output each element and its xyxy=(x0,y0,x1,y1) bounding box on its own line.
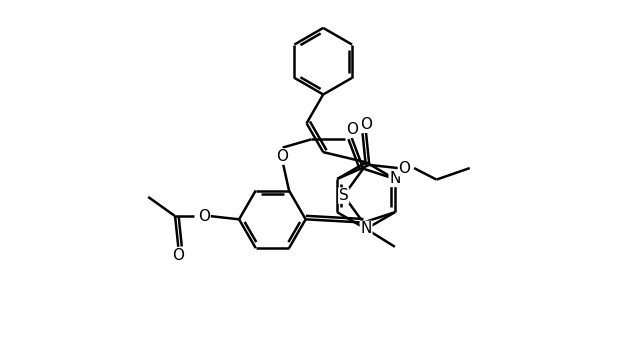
Text: O: O xyxy=(198,209,210,224)
Text: S: S xyxy=(339,188,349,203)
Text: O: O xyxy=(172,248,184,263)
Text: N: N xyxy=(389,171,401,186)
Text: N: N xyxy=(360,221,372,236)
Text: O: O xyxy=(346,122,358,137)
Text: O: O xyxy=(399,160,410,175)
Text: O: O xyxy=(276,149,289,164)
Text: O: O xyxy=(360,117,372,132)
